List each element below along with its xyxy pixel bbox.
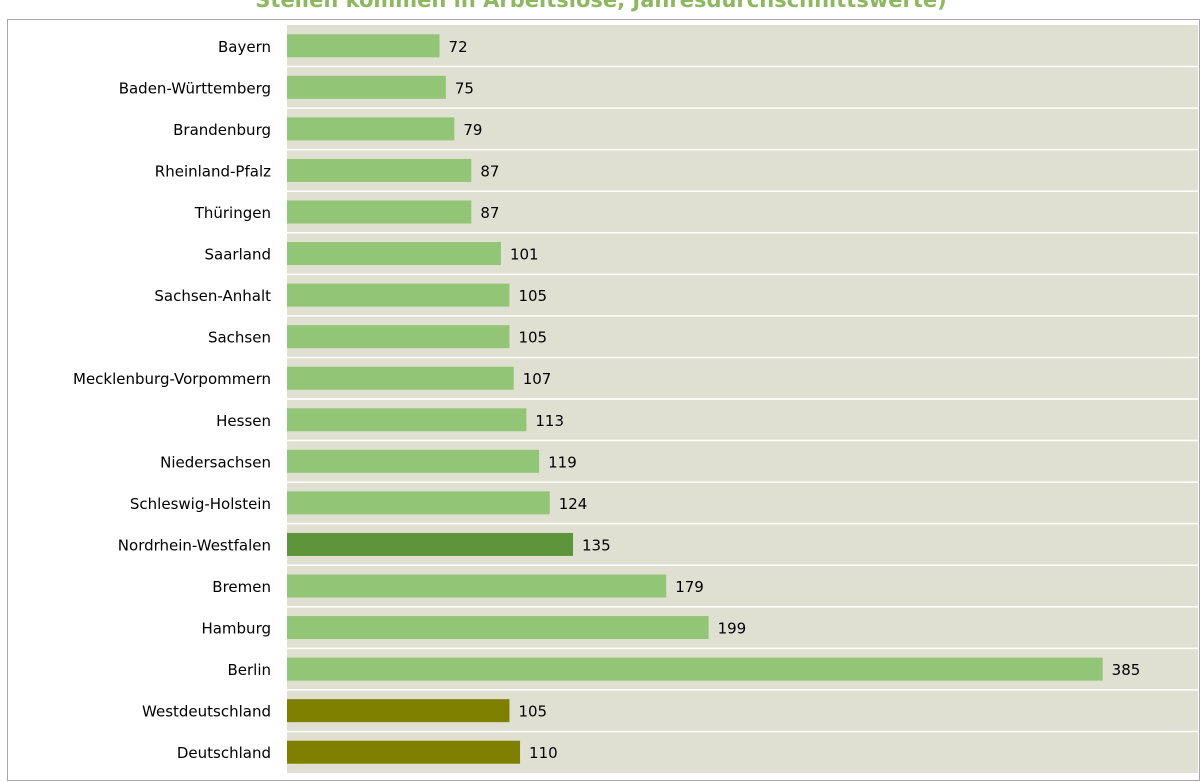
bar bbox=[287, 200, 472, 224]
bar-value-label: 105 bbox=[518, 329, 547, 347]
category-label: Rheinland-Pfalz bbox=[155, 162, 271, 180]
bar bbox=[287, 574, 667, 598]
category-label: Schleswig-Holstein bbox=[130, 495, 271, 513]
bar bbox=[287, 325, 510, 349]
category-label: Saarland bbox=[205, 246, 271, 264]
category-label: Bayern bbox=[218, 38, 271, 56]
chart-title: Stellen kommen in Arbeitslose, Jahresdur… bbox=[255, 0, 947, 12]
bar-value-label: 75 bbox=[455, 79, 474, 97]
category-label: Brandenburg bbox=[173, 121, 271, 139]
bar bbox=[287, 75, 446, 99]
value-labels-group: 72 75 79 87 87 101 105 105 107 113 119 124 135 179 199… bbox=[449, 38, 1141, 762]
bar-value-label: 79 bbox=[463, 121, 482, 139]
bar-value-label: 107 bbox=[523, 370, 552, 388]
bar-value-label: 119 bbox=[548, 453, 577, 471]
bar-value-label: 385 bbox=[1112, 661, 1141, 679]
bar bbox=[287, 740, 521, 764]
bar bbox=[287, 283, 510, 307]
bar-value-label: 124 bbox=[559, 495, 588, 513]
category-label: Thüringen bbox=[194, 204, 271, 222]
bar bbox=[287, 366, 514, 390]
bar-value-label: 110 bbox=[529, 744, 558, 762]
bar-value-label: 72 bbox=[449, 38, 468, 56]
bar bbox=[287, 532, 574, 556]
bar bbox=[287, 242, 501, 266]
bar-value-label: 105 bbox=[518, 703, 547, 721]
category-label: Bremen bbox=[212, 578, 271, 596]
category-label: Hessen bbox=[216, 412, 271, 430]
bar bbox=[287, 616, 709, 640]
bar-value-label: 87 bbox=[480, 204, 499, 222]
category-label: Mecklenburg-Vorpommern bbox=[73, 370, 271, 388]
bar bbox=[287, 34, 440, 58]
bar bbox=[287, 657, 1103, 681]
category-labels-group: Bayern Baden-Württemberg Brandenburg Rheinl… bbox=[73, 38, 271, 762]
bars-group bbox=[287, 34, 1103, 764]
category-label: Berlin bbox=[227, 661, 271, 679]
category-label: Westdeutschland bbox=[142, 703, 271, 721]
category-label: Sachsen bbox=[208, 329, 271, 347]
row-separators bbox=[287, 65, 1198, 733]
category-label: Sachsen-Anhalt bbox=[154, 287, 271, 305]
bar-value-label: 199 bbox=[718, 620, 747, 638]
bar bbox=[287, 699, 510, 723]
bar bbox=[287, 158, 472, 182]
bar-value-label: 179 bbox=[675, 578, 704, 596]
bar bbox=[287, 408, 527, 432]
bar-value-label: 101 bbox=[510, 246, 539, 264]
category-label: Deutschland bbox=[177, 744, 271, 762]
bar bbox=[287, 491, 550, 515]
category-label: Niedersachsen bbox=[160, 453, 271, 471]
bar bbox=[287, 117, 455, 141]
bar-value-label: 105 bbox=[518, 287, 547, 305]
bar bbox=[287, 449, 540, 473]
category-label: Baden-Württemberg bbox=[119, 79, 271, 97]
bar-value-label: 113 bbox=[535, 412, 564, 430]
category-label: Hamburg bbox=[201, 620, 271, 638]
category-label: Nordrhein-Westfalen bbox=[118, 536, 271, 554]
bar-value-label: 87 bbox=[480, 162, 499, 180]
bar-value-label: 135 bbox=[582, 536, 611, 554]
